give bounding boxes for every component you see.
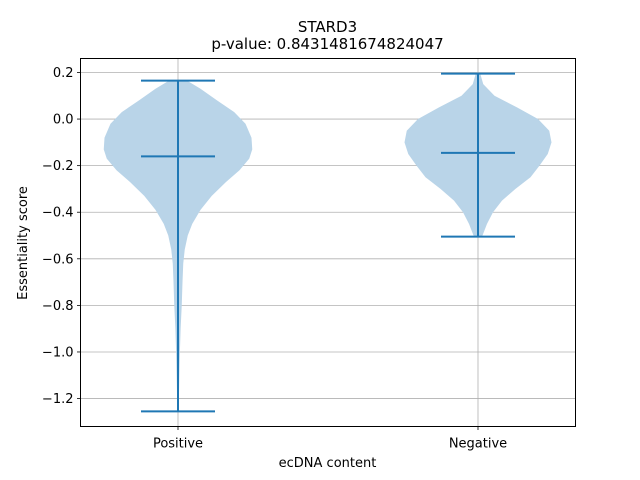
y-tick-label: 0.2 — [53, 66, 74, 81]
x-axis-ticks: Positive Negative — [153, 426, 507, 452]
violin-bodies — [103, 73, 552, 412]
plot-area-frame — [80, 58, 576, 427]
y-tick-label: −0.4 — [42, 206, 74, 221]
x-tick-label: Negative — [449, 437, 507, 452]
y-tick-label: 0.0 — [53, 113, 74, 128]
x-tick-label: Positive — [153, 437, 203, 452]
violin-lines — [141, 72, 515, 413]
y-axis-ticks: 0.2 0.0 −0.2 −0.4 −0.6 −0.8 −1.0 −1.2 — [42, 66, 81, 407]
chart-title: STARD3 — [298, 18, 357, 36]
x-axis-label: ecDNA content — [279, 456, 377, 471]
chart-subtitle: p-value: 0.8431481674824047 — [211, 35, 443, 53]
y-tick-label: −1.2 — [42, 392, 74, 407]
y-tick-label: −1.0 — [42, 345, 74, 360]
y-tick-label: −0.8 — [42, 299, 74, 314]
y-tick-label: −0.2 — [42, 159, 74, 174]
y-axis-label: Essentiality score — [16, 186, 31, 300]
y-tick-label: −0.6 — [42, 252, 74, 267]
